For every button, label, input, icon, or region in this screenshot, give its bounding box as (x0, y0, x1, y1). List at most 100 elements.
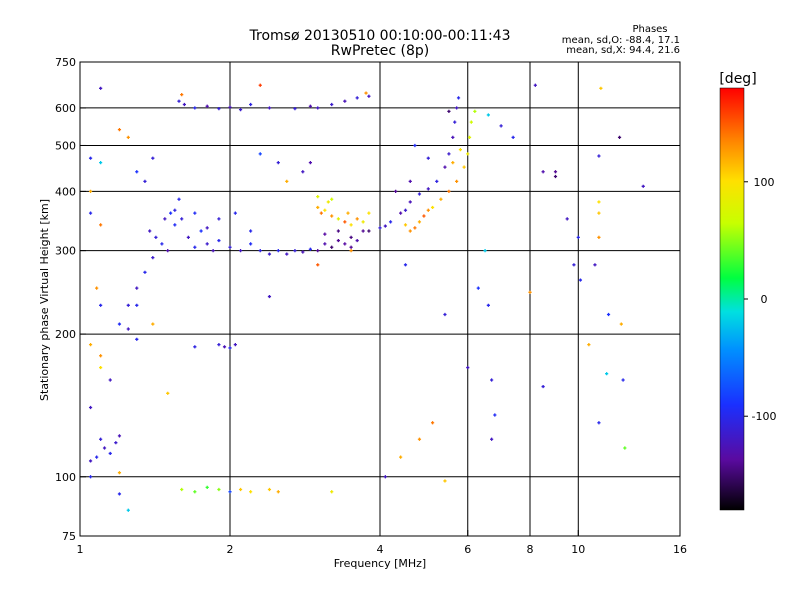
data-point (249, 242, 253, 246)
data-point (301, 170, 305, 174)
data-point (413, 226, 417, 230)
data-point (319, 211, 323, 215)
data-point (276, 249, 280, 253)
data-point (323, 232, 327, 236)
data-point (599, 86, 603, 90)
data-point (343, 242, 347, 246)
data-point (177, 99, 181, 103)
data-point (308, 247, 313, 251)
data-point (193, 245, 197, 249)
data-point (99, 161, 103, 165)
data-point (222, 345, 227, 349)
data-point (408, 229, 412, 233)
data-point (606, 312, 611, 317)
data-point (403, 208, 408, 212)
y-tick-label: 500 (55, 139, 76, 152)
data-point (135, 286, 139, 290)
data-point (528, 290, 532, 294)
data-point (462, 165, 466, 169)
data-point (623, 446, 627, 450)
data-point (403, 223, 408, 227)
x-tick-label: 8 (527, 543, 534, 556)
data-point (193, 345, 197, 349)
colorbar-label: [deg] (719, 71, 756, 87)
data-point (285, 179, 289, 183)
data-point (443, 165, 447, 169)
data-point (95, 286, 99, 290)
data-point (493, 413, 497, 417)
data-point (88, 343, 93, 347)
data-point (426, 208, 430, 212)
data-point (199, 229, 203, 233)
data-point (355, 238, 359, 243)
data-point (205, 226, 209, 230)
data-point (349, 245, 353, 249)
data-point (267, 294, 272, 299)
data-point (346, 211, 350, 215)
data-point (166, 249, 170, 253)
data-point (117, 492, 122, 496)
y-tick-label: 75 (62, 530, 76, 543)
data-point (316, 106, 320, 110)
data-point (316, 263, 320, 267)
data-point (617, 135, 622, 139)
data-point (135, 170, 139, 174)
data-point (572, 263, 576, 267)
data-point (228, 490, 232, 494)
data-point (605, 372, 609, 376)
x-tick-label: 2 (227, 543, 234, 556)
data-point (511, 135, 515, 139)
data-point (417, 220, 422, 224)
data-point (394, 189, 398, 194)
data-point (228, 105, 232, 109)
data-point (233, 211, 237, 215)
data-point (349, 223, 353, 227)
y-axis-ticks: 75 100 200 300 400 500 600 750 (55, 56, 86, 543)
data-point (108, 451, 112, 456)
data-point (367, 94, 371, 98)
data-point (217, 343, 221, 347)
data-point (458, 148, 463, 152)
chart-subtitle: RwPretec (8p) (331, 43, 429, 59)
data-point (135, 303, 139, 307)
data-point (308, 104, 313, 108)
data-point (99, 365, 103, 370)
y-tick-label: 750 (55, 56, 76, 69)
data-point (455, 106, 459, 110)
data-point (108, 378, 112, 382)
data-point (293, 249, 297, 253)
data-point (576, 235, 580, 239)
data-point (388, 220, 393, 224)
y-axis-label: Stationary phase Virtual Height [km] (38, 199, 51, 401)
data-point (160, 242, 164, 246)
data-point (182, 102, 186, 107)
gridlines (80, 62, 680, 536)
data-point (430, 421, 435, 425)
data-point (126, 508, 130, 512)
data-point (205, 104, 209, 108)
data-point (343, 99, 347, 103)
data-point (228, 346, 232, 350)
data-point (399, 211, 403, 215)
data-point (238, 108, 243, 112)
data-point (117, 128, 122, 132)
data-point (349, 235, 353, 239)
data-point (217, 238, 221, 243)
data-point (88, 156, 93, 160)
data-point (597, 235, 601, 239)
data-point (180, 93, 184, 97)
data-point (330, 102, 334, 107)
x-tick-label: 16 (673, 543, 687, 556)
data-point (541, 170, 545, 174)
data-point (367, 211, 371, 215)
data-point (126, 303, 130, 307)
data-point (88, 405, 93, 410)
data-point (453, 120, 457, 124)
data-point (143, 179, 147, 183)
data-point (336, 217, 340, 221)
data-point (117, 471, 122, 475)
data-point (330, 214, 334, 218)
data-point (102, 446, 107, 450)
data-point (422, 214, 426, 218)
data-point (99, 86, 103, 90)
